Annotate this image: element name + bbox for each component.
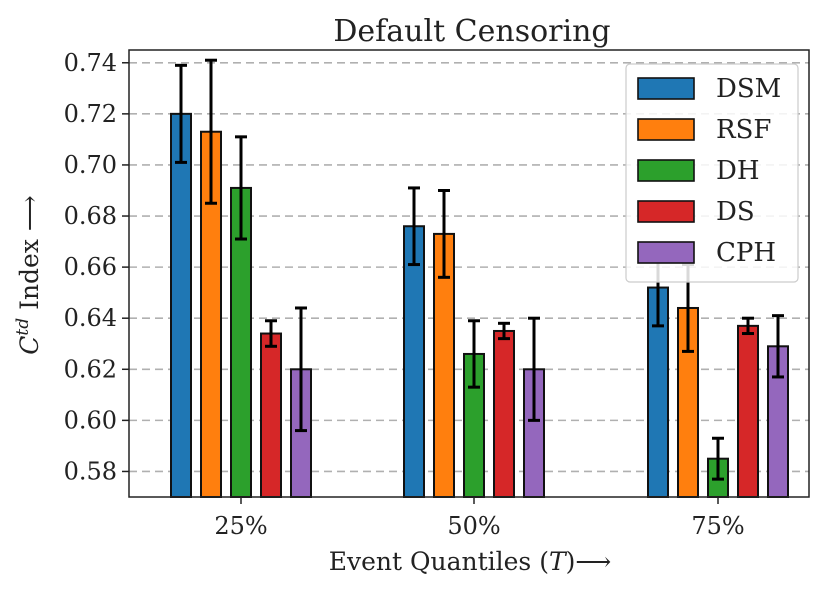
- y-label-sup: td: [13, 318, 33, 336]
- legend-swatch: [637, 77, 695, 100]
- legend-label: DH: [716, 156, 760, 186]
- legend-swatch: [637, 159, 695, 182]
- bar-ds-3: [737, 324, 759, 498]
- y-tick-label: 0.62: [64, 355, 117, 383]
- y-tick-label: 0.74: [64, 49, 117, 77]
- y-tick-label: 0.66: [64, 253, 117, 281]
- x-tick-label: 50%: [447, 512, 500, 540]
- x-label-end: )⟶: [566, 547, 612, 576]
- y-tick-label: 0.72: [64, 100, 117, 128]
- bars: [170, 112, 789, 499]
- y-ticks: 0.58 0.60 0.62 0.64 0.66 0.68 0.70 0.72 0.74: [64, 49, 129, 485]
- x-axis-label: Event Quantiles (T)⟶: [329, 547, 612, 576]
- y-axis-label: Ctd Index ⟶: [13, 195, 44, 354]
- y-tick-label: 0.60: [64, 406, 117, 434]
- y-tick-label: 0.64: [64, 304, 117, 332]
- legend-swatch: [637, 200, 695, 223]
- x-label-text: Event Quantiles (: [329, 547, 549, 576]
- y-label-rest: Index ⟶: [15, 195, 44, 318]
- plot-frame: [128, 49, 810, 498]
- bar-dsm-2: [403, 225, 425, 498]
- legend-label: DSM: [716, 74, 781, 104]
- legend-label: RSF: [716, 115, 771, 145]
- legend-swatch: [637, 118, 695, 141]
- y-label-c: C: [15, 336, 44, 355]
- bar-dsm-1: [170, 112, 192, 498]
- legend-swatch: [637, 241, 695, 264]
- legend-label: CPH: [716, 238, 776, 268]
- y-tick-label: 0.58: [64, 457, 117, 485]
- legend: DSM RSF DH DS CPH: [625, 63, 799, 283]
- x-ticks: 25% 50% 75%: [214, 497, 745, 540]
- x-label-var: T: [549, 547, 568, 576]
- chart-title: Default Censoring: [333, 14, 610, 49]
- x-tick-label: 25%: [214, 512, 267, 540]
- x-tick-label: 75%: [691, 512, 744, 540]
- y-tick-label: 0.68: [64, 202, 117, 230]
- y-tick-label: 0.70: [64, 151, 117, 179]
- bar-ds-1: [260, 332, 282, 499]
- bar-ds-2: [493, 329, 515, 498]
- legend-label: DS: [716, 197, 755, 227]
